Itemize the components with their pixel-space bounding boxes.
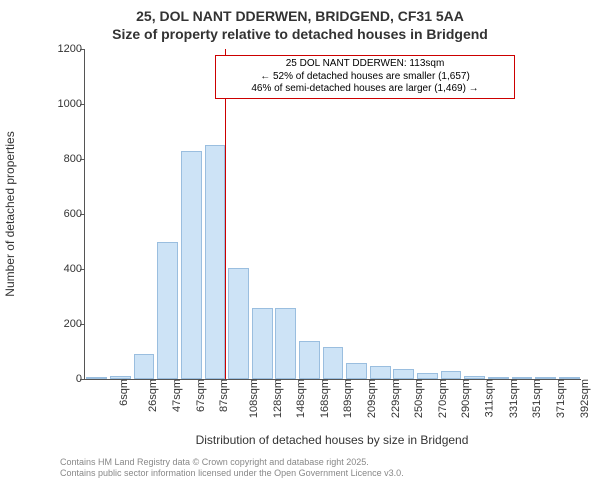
- histogram-bar: [488, 377, 509, 379]
- histogram-bar: [464, 376, 485, 379]
- annotation-line-3: 46% of semi-detached houses are larger (…: [222, 83, 508, 96]
- x-tick-label: 290sqm: [461, 379, 473, 418]
- histogram-bar: [110, 376, 131, 379]
- x-tick-label: 6sqm: [118, 379, 130, 406]
- histogram-bar: [441, 371, 462, 379]
- x-tick-label: 392sqm: [579, 379, 591, 418]
- y-tick-mark: [80, 49, 84, 50]
- annotation-line-2: ← 52% of detached houses are smaller (1,…: [222, 71, 508, 84]
- histogram-bar: [205, 145, 226, 379]
- histogram-bar: [323, 347, 344, 379]
- credits-line-1: Contains HM Land Registry data © Crown c…: [60, 457, 600, 468]
- credits-text: Contains HM Land Registry data © Crown c…: [0, 419, 600, 480]
- x-tick-label: 168sqm: [319, 379, 331, 418]
- x-tick-label: 331sqm: [508, 379, 520, 418]
- y-tick-mark: [80, 104, 84, 105]
- histogram-bar: [393, 369, 414, 379]
- histogram-bar: [417, 373, 438, 379]
- histogram-bar: [157, 242, 178, 380]
- x-tick-label: 128sqm: [272, 379, 284, 418]
- histogram-bar: [181, 151, 202, 379]
- x-tick-label: 189sqm: [343, 379, 355, 418]
- x-tick-label: 148sqm: [295, 379, 307, 418]
- chart-title: 25, DOL NANT DDERWEN, BRIDGEND, CF31 5AA…: [0, 0, 600, 43]
- x-tick-label: 47sqm: [171, 379, 183, 412]
- histogram-bar: [535, 377, 556, 379]
- y-tick-mark: [80, 159, 84, 160]
- histogram-bar: [228, 268, 249, 379]
- histogram-bar: [370, 366, 391, 379]
- y-tick-mark: [80, 214, 84, 215]
- y-tick-label: 1000: [58, 98, 82, 110]
- x-tick-label: 250sqm: [413, 379, 425, 418]
- histogram-bar: [252, 308, 273, 380]
- histogram-bar: [559, 377, 580, 379]
- y-tick-mark: [80, 324, 84, 325]
- y-tick-mark: [80, 269, 84, 270]
- property-size-marker-line: [225, 49, 226, 379]
- x-tick-label: 229sqm: [390, 379, 402, 418]
- y-tick-mark: [80, 379, 84, 380]
- histogram-bar: [275, 308, 296, 380]
- credits-line-2: Contains public sector information licen…: [60, 468, 600, 479]
- x-tick-label: 270sqm: [437, 379, 449, 418]
- y-axis-label: Number of detached properties: [3, 131, 17, 296]
- x-tick-label: 311sqm: [483, 379, 495, 417]
- x-tick-label: 26sqm: [147, 379, 159, 412]
- histogram-bar: [134, 354, 155, 379]
- histogram-bar: [86, 377, 107, 379]
- histogram-bar: [346, 363, 367, 380]
- x-tick-label: 351sqm: [531, 379, 543, 418]
- x-axis-label: Distribution of detached houses by size …: [84, 433, 580, 447]
- title-line-1: 25, DOL NANT DDERWEN, BRIDGEND, CF31 5AA: [0, 8, 600, 26]
- x-tick-label: 371sqm: [555, 379, 567, 418]
- x-tick-label: 87sqm: [218, 379, 230, 412]
- x-tick-label: 108sqm: [248, 379, 260, 418]
- annotation-line-1: 25 DOL NANT DDERWEN: 113sqm: [222, 58, 508, 71]
- title-line-2: Size of property relative to detached ho…: [0, 26, 600, 44]
- y-tick-label: 1200: [58, 43, 82, 55]
- plot-area: 6sqm26sqm47sqm67sqm87sqm108sqm128sqm148s…: [84, 49, 581, 380]
- histogram-bar: [299, 341, 320, 380]
- marker-annotation: 25 DOL NANT DDERWEN: 113sqm ← 52% of det…: [215, 55, 515, 99]
- histogram-chart: Number of detached properties 6sqm26sqm4…: [60, 49, 580, 419]
- x-tick-label: 209sqm: [366, 379, 378, 418]
- histogram-bar: [512, 377, 533, 379]
- x-tick-label: 67sqm: [195, 379, 207, 412]
